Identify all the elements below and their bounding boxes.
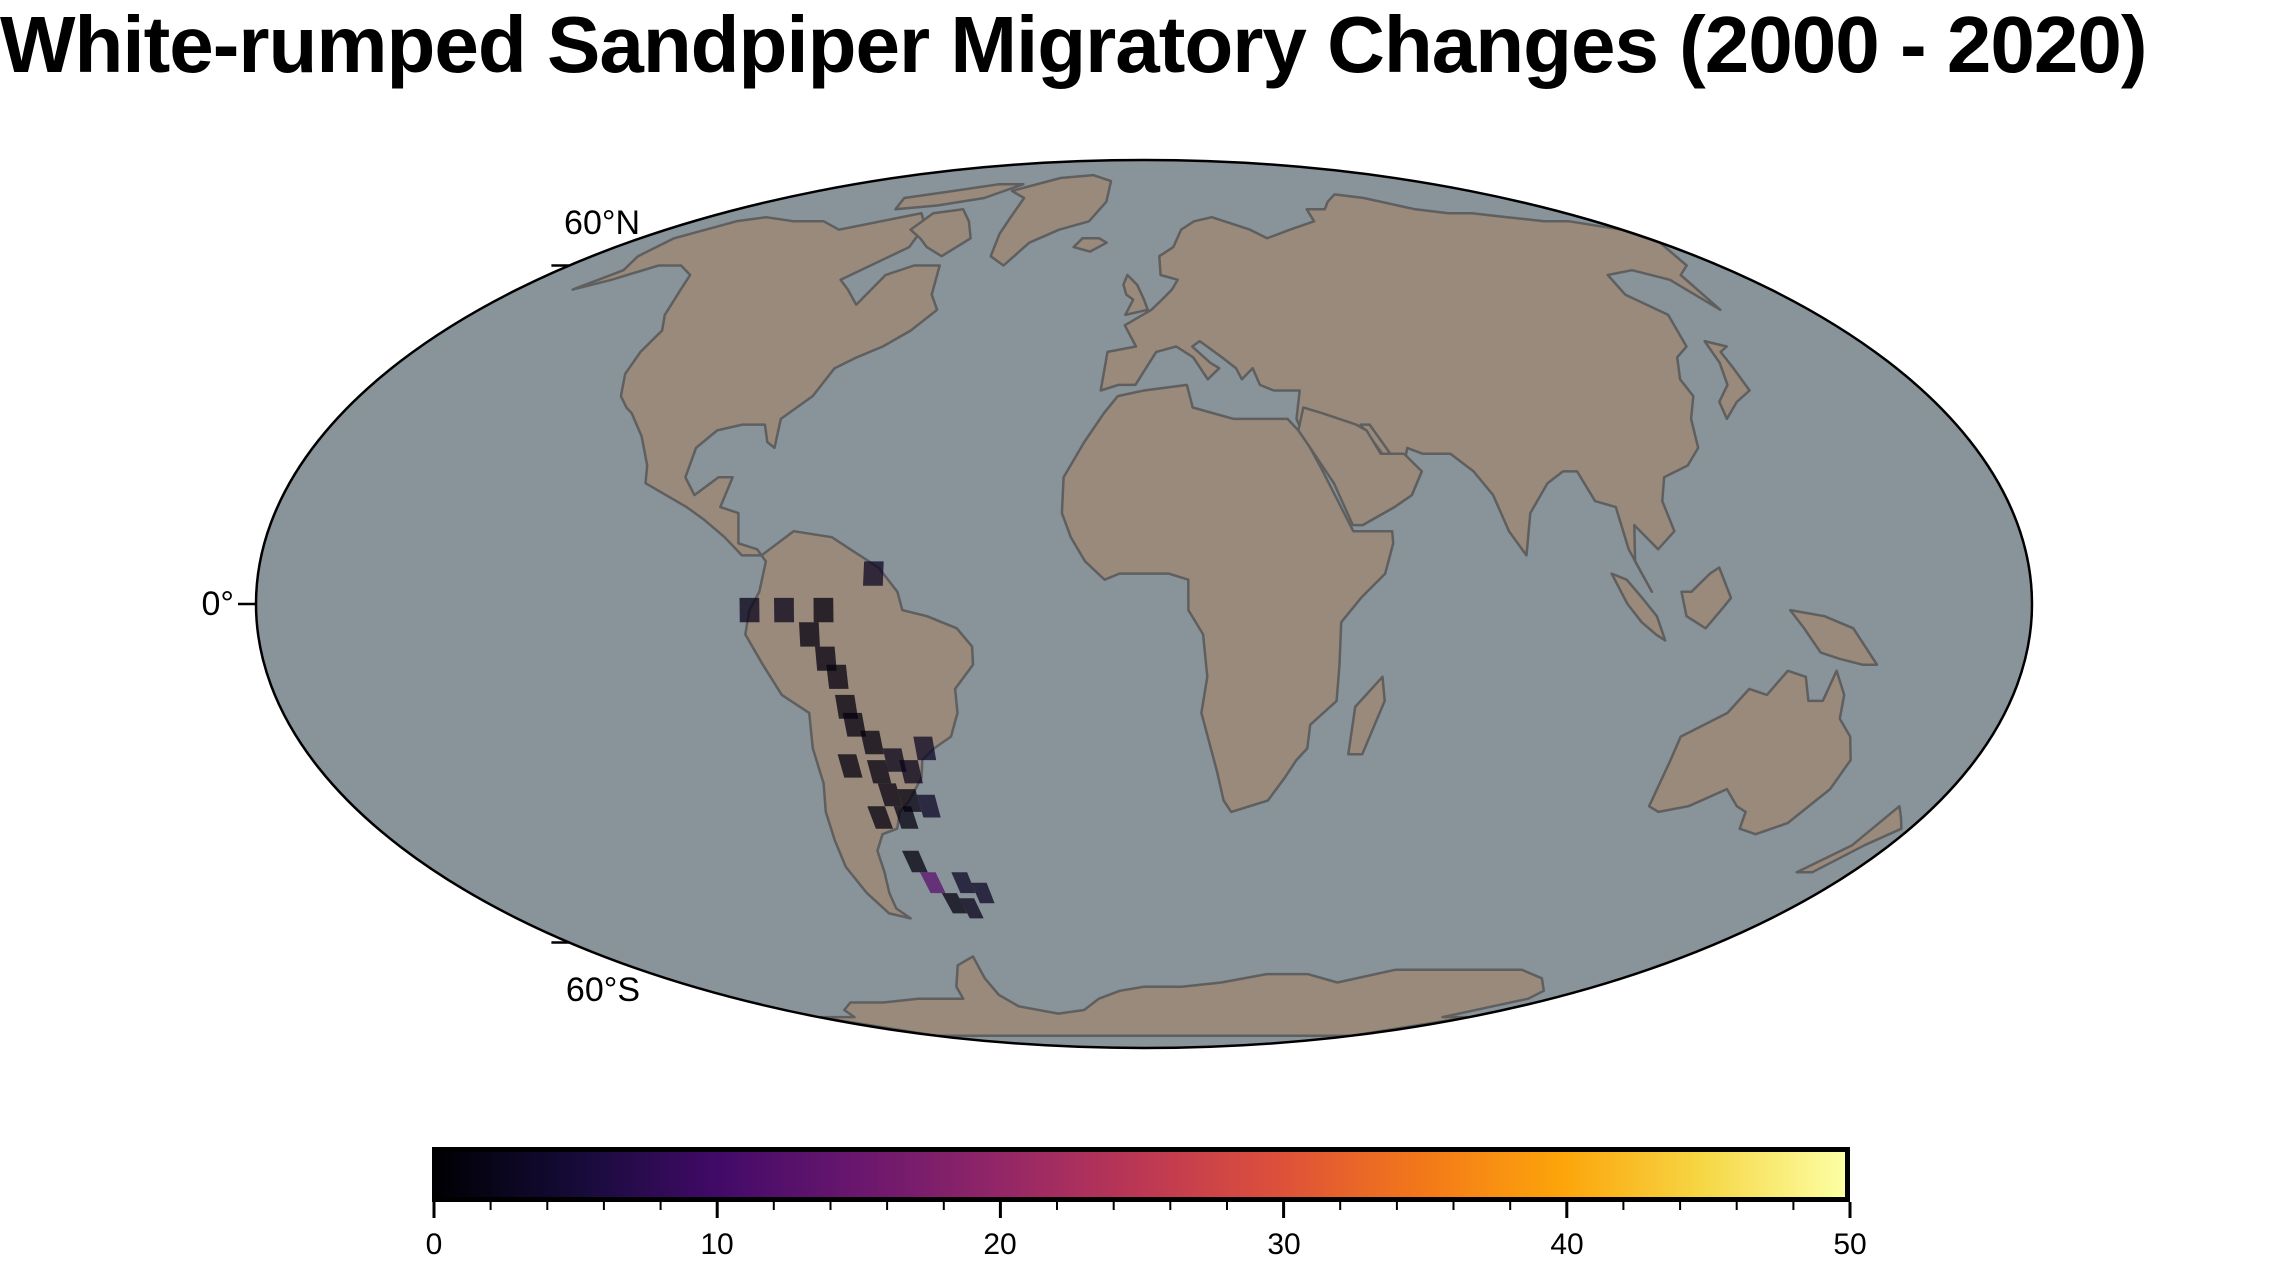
lat-label-60n: 60°N bbox=[564, 204, 640, 242]
observation-cell bbox=[882, 748, 907, 772]
colorbar-tick-label: 40 bbox=[1550, 1228, 1584, 1261]
land-madagascar bbox=[1347, 675, 1386, 756]
observation-cell bbox=[799, 622, 820, 647]
land-greenland bbox=[989, 173, 1113, 267]
land-scandinavia-iceland bbox=[1072, 237, 1108, 253]
observation-cell bbox=[863, 561, 884, 586]
map-title: White-rumped Sandpiper Migratory Changes… bbox=[0, 0, 2147, 89]
observation-cell bbox=[835, 694, 859, 719]
observation-cell bbox=[959, 898, 984, 919]
land-north-america bbox=[571, 211, 941, 557]
observation-cell bbox=[867, 806, 893, 829]
colorbar-tick-label: 10 bbox=[700, 1228, 734, 1261]
land-borneo bbox=[1680, 566, 1733, 630]
land-new-guinea bbox=[1788, 608, 1879, 666]
land-arctic-isles bbox=[894, 182, 1025, 211]
colorbar-tick-label: 30 bbox=[1267, 1228, 1301, 1261]
observation-cell bbox=[774, 597, 794, 623]
observation-cells bbox=[739, 561, 995, 919]
colorbar-tick-label: 20 bbox=[983, 1228, 1017, 1261]
observation-cell bbox=[951, 872, 976, 894]
observation-cell bbox=[913, 736, 937, 761]
observation-cell bbox=[893, 806, 919, 829]
colorbar-tick-label: 0 bbox=[425, 1228, 443, 1261]
land-antarctica bbox=[817, 955, 1546, 1038]
observation-cell bbox=[902, 850, 928, 873]
colorbar-tick-label: 50 bbox=[1833, 1228, 1867, 1261]
colorbar bbox=[432, 1147, 1850, 1202]
land-new-zealand bbox=[1795, 804, 1903, 874]
latitude-ticks bbox=[238, 264, 570, 944]
observation-cell bbox=[916, 794, 941, 818]
lat-label-equator: 0° bbox=[201, 585, 234, 623]
lat-label-60s: 60°S bbox=[565, 971, 640, 1009]
land-japan bbox=[1703, 339, 1751, 421]
observation-cell bbox=[842, 712, 867, 737]
land-australia bbox=[1647, 669, 1852, 836]
land-eurasia bbox=[1099, 193, 1722, 594]
land-baffin bbox=[909, 208, 972, 258]
land-uk bbox=[1122, 273, 1149, 317]
land-sumatra bbox=[1610, 572, 1667, 642]
observation-cell bbox=[866, 760, 892, 784]
observation-cell bbox=[941, 893, 968, 914]
observation-cell bbox=[837, 754, 863, 778]
observation-cell bbox=[860, 730, 884, 755]
observation-cell bbox=[899, 760, 923, 784]
observation-cell bbox=[919, 872, 946, 894]
observation-cell bbox=[813, 597, 834, 623]
land-africa bbox=[1060, 383, 1395, 814]
observation-cell bbox=[877, 783, 903, 807]
observation-cell bbox=[971, 882, 995, 904]
observation-cell bbox=[739, 597, 760, 623]
land-arabia bbox=[1297, 406, 1424, 527]
observation-cell bbox=[826, 664, 849, 689]
